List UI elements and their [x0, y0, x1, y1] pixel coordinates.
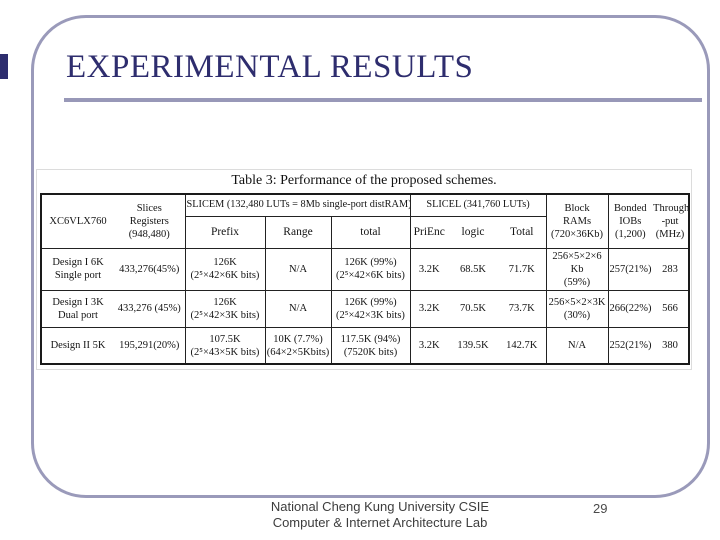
table-cell: 126K (2⁵×42×3K bits) [184, 289, 265, 328]
col-header-device: XC6VLX760 [49, 215, 107, 227]
col-header-bonded-iobs: Bonded IOBs (1,200) [607, 194, 653, 248]
table-cell: 3.2K [409, 247, 448, 291]
table-row-design1-3k: Design I 3K Dual port 433,276 (45%) 126K… [41, 289, 690, 328]
table-cell: 68.5K [448, 247, 498, 291]
table-cell: Design I 3K Dual port [41, 289, 114, 328]
table-cell: 73.7K [498, 289, 547, 328]
table-cell: 433,276(45%) [114, 247, 185, 291]
table-cell: 3.2K [409, 289, 448, 328]
table-cell: 126K (99%) (2⁵×42×3K bits) [330, 289, 410, 328]
page-title: EXPERIMENTAL RESULTS [66, 49, 474, 85]
table-cell: N/A [545, 326, 609, 365]
table-cell: N/A [264, 289, 331, 328]
bullet-square-icon [0, 54, 8, 79]
results-table: XC6VLX760 Slices Registers (948,480) SLI… [40, 193, 691, 366]
footer-line-2: Computer & Internet Architecture Lab [272, 514, 488, 530]
table-cell: 566 [652, 289, 690, 328]
table-cell: 107.5K (2⁵×43×5K bits) [184, 326, 265, 365]
table-cell: 71.7K [498, 247, 547, 291]
table-cell: 266(22%) [607, 289, 653, 328]
title-underline [64, 98, 702, 102]
col-header-prefix: Prefix [184, 216, 265, 248]
col-header-total-slicem: total [330, 216, 410, 248]
table-cell: 283 [652, 247, 690, 291]
footer: National Cheng Kung University CSIE Comp… [120, 499, 640, 531]
table-cell: 126K (2⁵×42×6K bits) [184, 247, 265, 291]
table-cell: 3.2K [409, 326, 448, 365]
col-group-slicem: SLICEM (132,480 LUTs = 8Mb single-port d… [184, 194, 410, 217]
col-header-throughput: Through -put (MHz) [653, 202, 690, 240]
table-header-row-groups: XC6VLX760 Slices Registers (948,480) SLI… [41, 194, 689, 248]
table-cell: 10K (7.7%) (64×2×5Kbits) [264, 326, 331, 365]
table-cell: Design II 5K [41, 326, 114, 365]
table-row-design1-6k: Design I 6K Single port 433,276(45%) 126… [41, 247, 690, 291]
table-cell: 195,291(20%) [114, 326, 185, 365]
table-cell: 126K (99%) (2⁵×42×6K bits) [330, 247, 410, 291]
col-header-total-slicel: Total [510, 225, 534, 238]
slide-border-frame [31, 15, 710, 498]
table-cell: 117.5K (94%) (7520K bits) [330, 326, 410, 365]
table-caption: Table 3: Performance of the proposed sch… [231, 173, 497, 188]
footer-line-1: National Cheng Kung University CSIE [270, 499, 490, 514]
col-header-slices-registers: Slices Registers (948,480) [128, 202, 170, 240]
col-header-prienc: PriEnc [409, 216, 448, 248]
table-cell: 252(21%) [607, 326, 653, 365]
table-cell: 70.5K [448, 289, 498, 328]
table-cell: 142.7K [498, 326, 547, 365]
col-header-range: Range [264, 216, 331, 248]
table-cell: 139.5K [448, 326, 498, 365]
page-number: 29 [593, 501, 608, 516]
table-cell: 433,276 (45%) [114, 289, 185, 328]
table-row-design2-5k: Design II 5K 195,291(20%) 107.5K (2⁵×43×… [41, 326, 690, 365]
table-cell: 256×5×2×3K (30%) [545, 289, 609, 328]
table-cell: N/A [264, 247, 331, 291]
table-header-row-sub: Prefix Range total PriEnc logic Total [41, 216, 689, 248]
col-header-logic: logic [461, 225, 485, 238]
table-cell: 257(21%) [607, 247, 653, 291]
col-group-slicel: SLICEL (341,760 LUTs) [409, 194, 547, 217]
col-header-block-rams: Block RAMs (720×36Kb) [545, 194, 609, 248]
table-cell: 380 [652, 326, 690, 365]
results-table-image: Table 3: Performance of the proposed sch… [36, 169, 692, 371]
table-cell: 256×5×2×6 Kb (59%) [545, 247, 609, 291]
table-cell: Design I 6K Single port [41, 247, 114, 291]
